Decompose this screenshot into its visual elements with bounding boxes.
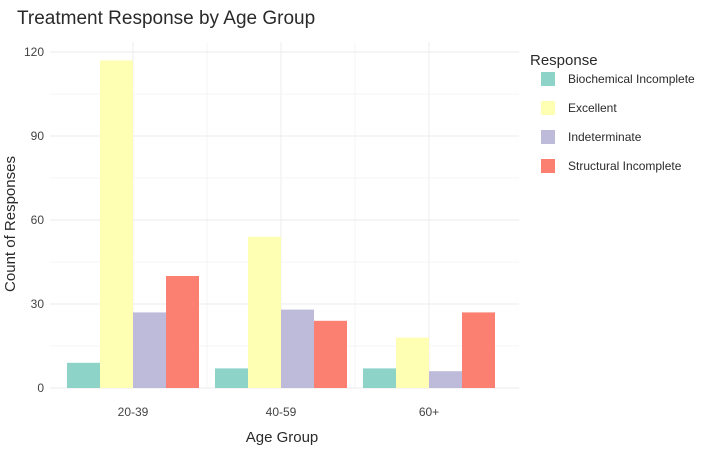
legend-key bbox=[541, 101, 555, 115]
x-tick-label: 60+ bbox=[419, 405, 439, 419]
chart-title: Treatment Response by Age Group bbox=[17, 8, 315, 29]
bar bbox=[67, 362, 100, 388]
x-tick-label: 20-39 bbox=[118, 405, 149, 419]
x-axis-label: Age Group bbox=[246, 429, 319, 445]
bar bbox=[215, 368, 248, 388]
bar bbox=[314, 320, 347, 388]
legend-entry-label: Biochemical Incomplete bbox=[568, 72, 695, 86]
bar bbox=[281, 309, 314, 388]
y-tick-label: 0 bbox=[37, 381, 44, 395]
bar bbox=[429, 371, 462, 388]
y-tick-label: 120 bbox=[24, 45, 44, 59]
bar bbox=[396, 337, 429, 388]
y-tick-label: 30 bbox=[31, 297, 45, 311]
legend-key bbox=[541, 159, 555, 173]
y-tick-label: 90 bbox=[31, 129, 45, 143]
y-tick-label: 60 bbox=[31, 213, 45, 227]
legend-items: Biochemical Incomplete Excellent Indetermi… bbox=[541, 72, 695, 173]
legend-key bbox=[541, 72, 555, 86]
x-tick-label: 40-59 bbox=[266, 405, 297, 419]
legend: Response Biochemical Incomplete Excellent… bbox=[530, 52, 695, 173]
legend-entry-label: Indeterminate bbox=[568, 130, 642, 144]
legend-entry-label: Excellent bbox=[568, 101, 617, 115]
legend-title: Response bbox=[530, 52, 598, 69]
bar bbox=[100, 60, 133, 389]
y-axis-label: Count of Responses bbox=[2, 156, 19, 292]
x-axis-ticks: 20-39 40-59 60+ bbox=[118, 405, 440, 419]
bar bbox=[363, 368, 396, 388]
bar bbox=[248, 236, 281, 388]
bars bbox=[67, 60, 495, 389]
legend-key bbox=[541, 130, 555, 144]
legend-entry-label: Structural Incomplete bbox=[568, 159, 682, 173]
bar bbox=[133, 312, 166, 388]
bar bbox=[166, 276, 199, 388]
bar bbox=[462, 312, 495, 388]
y-axis-ticks: 0 30 60 90 120 bbox=[24, 45, 44, 395]
